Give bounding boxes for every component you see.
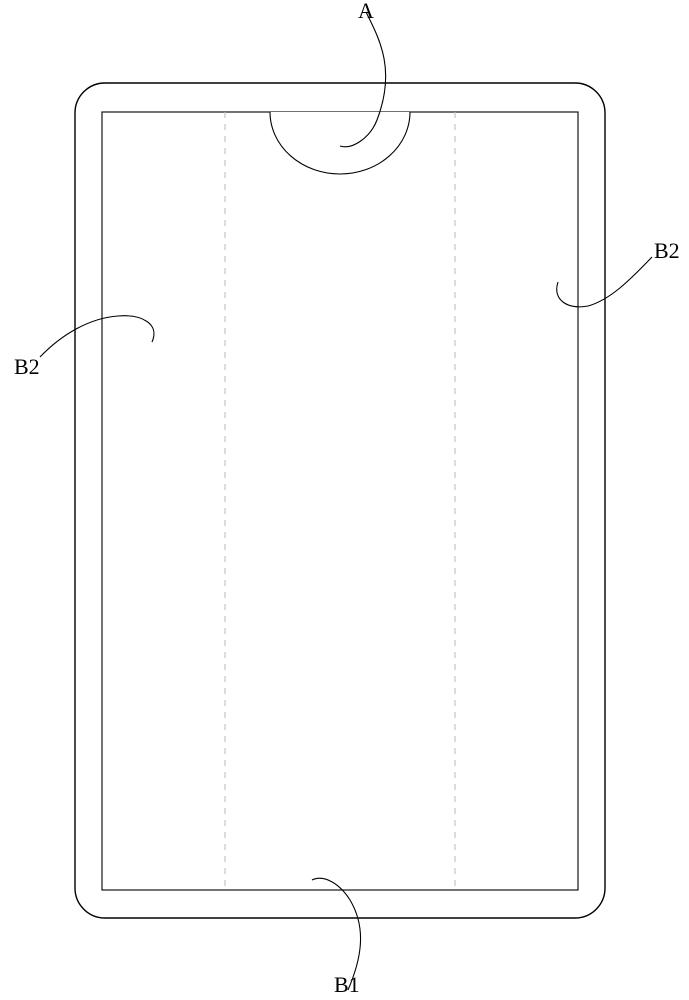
label-b2-left: B2 — [14, 354, 40, 380]
label-a: A — [358, 0, 374, 24]
label-b1: B1 — [334, 972, 360, 998]
outer-rect — [75, 83, 605, 918]
inner-rect — [102, 112, 578, 890]
top-arc — [270, 112, 410, 174]
diagram-svg — [0, 0, 689, 1000]
label-b2-right: B2 — [654, 238, 680, 264]
diagram-canvas: A B2 B2 B1 — [0, 0, 689, 1000]
leader-b2-left — [40, 316, 154, 357]
